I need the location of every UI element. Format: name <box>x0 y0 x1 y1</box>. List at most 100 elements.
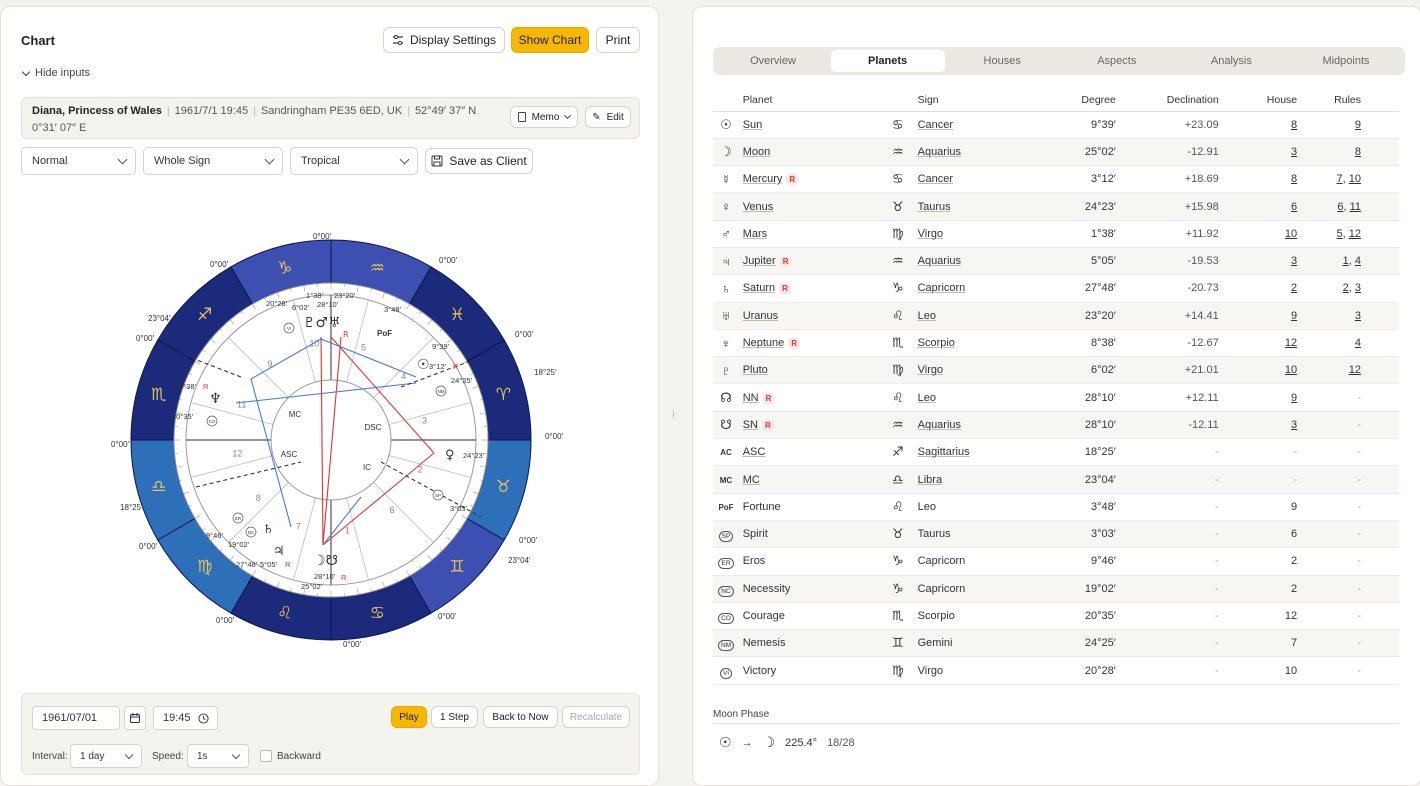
planet-degree-label: 3°03′ <box>450 504 468 513</box>
time-value: 19:45 <box>163 712 191 724</box>
hide-inputs-toggle[interactable]: Hide inputs <box>23 67 90 79</box>
tab-houses[interactable]: Houses <box>945 50 1059 72</box>
calendar-button[interactable] <box>124 706 146 730</box>
sign-name: Virgo <box>918 364 943 376</box>
chevron-down-icon <box>232 751 240 759</box>
rules-cell: - <box>1297 548 1399 575</box>
planet-degree-label: 25°02′ <box>301 582 323 591</box>
planet-degree-label: 8°38′ <box>179 382 197 391</box>
planet-name[interactable]: Mercury <box>743 173 783 185</box>
back-to-now-button[interactable]: Back to Now <box>483 706 558 728</box>
edit-button[interactable]: ✎ Edit <box>585 106 631 128</box>
house-number: 7 <box>296 521 301 531</box>
retrograde-badge: R <box>763 393 775 404</box>
planet-name[interactable]: Saturn <box>743 282 775 294</box>
tab-overview[interactable]: Overview <box>716 50 830 72</box>
victory-icon: VI <box>713 663 739 679</box>
mode-select[interactable]: Normal <box>21 147 136 175</box>
planet-name[interactable]: Mars <box>743 228 767 240</box>
planet-name[interactable]: Sun <box>743 119 763 131</box>
tab-analysis[interactable]: Analysis <box>1174 50 1288 72</box>
speed-label: Speed: <box>152 751 184 762</box>
time-input[interactable]: 19:45 <box>153 706 218 730</box>
date-input[interactable]: 1961/07/01 <box>32 706 120 730</box>
house-cell: 7 <box>1219 630 1297 657</box>
planet-name[interactable]: Pluto <box>743 364 768 376</box>
recalculate-button[interactable]: Recalculate <box>562 706 630 728</box>
house-cell: 3 <box>1219 138 1297 165</box>
cusp-label: 0°00′ <box>438 612 457 621</box>
planet-name[interactable]: Venus <box>743 201 774 213</box>
step-button[interactable]: 1 Step <box>431 706 478 728</box>
rules-cell: 5, 12 <box>1297 220 1399 247</box>
house-system-select[interactable]: Whole Sign <box>143 147 283 175</box>
rules-cell: 4 <box>1297 329 1399 356</box>
declination-cell: - <box>1116 520 1219 547</box>
planet-name[interactable]: ASC <box>743 446 766 458</box>
house-cell: 9 <box>1219 302 1297 329</box>
zodiac-sign-icon: ♈ <box>496 385 511 405</box>
tab-midpoints[interactable]: Midpoints <box>1289 50 1403 72</box>
retrograde-marker: R <box>453 362 459 371</box>
planet-name[interactable]: MC <box>743 474 760 486</box>
house-cell: 10 <box>1219 220 1297 247</box>
save-as-client-button[interactable]: Save as Client <box>425 148 533 174</box>
planet-name[interactable]: Moon <box>743 146 771 158</box>
show-chart-button[interactable]: Show Chart <box>511 27 589 53</box>
planet-name[interactable]: NN <box>743 392 759 404</box>
interval-select[interactable]: 1 day <box>70 744 142 768</box>
play-button[interactable]: Play <box>391 706 427 728</box>
rules-cell: 2, 3 <box>1297 275 1399 302</box>
degree-cell: 24°23′ <box>1024 193 1116 220</box>
sign-name: Taurus <box>918 201 951 213</box>
planet-name: Spirit <box>743 528 768 540</box>
planet-name[interactable]: SN <box>743 419 758 431</box>
planet-name[interactable]: Neptune <box>743 337 785 349</box>
speed-select[interactable]: 1s <box>187 744 249 768</box>
planet-name[interactable]: Jupiter <box>743 255 776 267</box>
gemini-icon: ♊ <box>886 635 910 651</box>
print-button[interactable]: Print <box>596 27 640 53</box>
resize-handle[interactable]: ⁞ <box>672 410 675 421</box>
mc-icon: MC <box>713 476 739 485</box>
sagittarius-icon: ♐ <box>886 444 910 460</box>
zodiac-select[interactable]: Tropical <box>290 147 418 175</box>
cusp-label: 0°00′ <box>136 334 155 343</box>
planet-degree-label: 20°35′ <box>172 412 194 421</box>
moon-phase-row: ☉ → ☽ 225.4° 18/28 <box>719 734 855 751</box>
planet-name[interactable]: Uranus <box>743 310 778 322</box>
backward-checkbox[interactable] <box>260 750 272 762</box>
tab-planets[interactable]: Planets <box>831 50 945 72</box>
tab-aspects[interactable]: Aspects <box>1060 50 1174 72</box>
lot-marker-label: CO <box>209 419 216 424</box>
col-header-rules: Rules <box>1297 89 1399 111</box>
lot-marker-label: SP <box>435 493 441 498</box>
cusp-label: 0°00′ <box>139 542 158 551</box>
display-settings-button[interactable]: Display Settings <box>383 27 505 53</box>
memo-button[interactable]: Memo <box>510 106 578 128</box>
pencil-icon: ✎ <box>592 112 600 123</box>
rules-cell: 6, 11 <box>1297 193 1399 220</box>
